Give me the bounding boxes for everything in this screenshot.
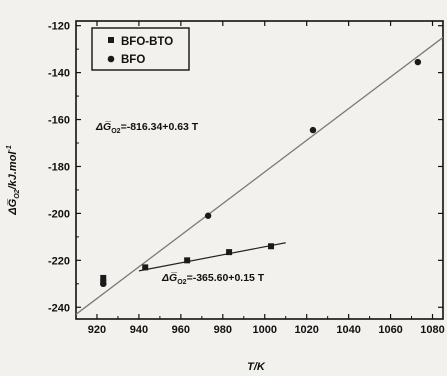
point-bfo-1 xyxy=(204,212,212,219)
plot-frame xyxy=(75,20,444,320)
y-axis-label-symbol: ΔG̅ xyxy=(7,198,19,216)
y-tick-label--200: -200 xyxy=(48,208,70,220)
x-tick-label-920: 920 xyxy=(88,324,106,336)
y-tick-label--180: -180 xyxy=(48,161,70,173)
ticks: 920 940 960 980 1000 1020 1040 1060 1080 -120 -140… xyxy=(48,21,445,336)
point-bfo-bto-4 xyxy=(226,249,233,256)
annotation-bfo-bto-equation: =-365.60+0.15 T xyxy=(187,272,265,284)
fit-lines xyxy=(75,36,444,315)
y-tick-label--220: -220 xyxy=(48,255,70,267)
annotation-bfo-sub: O2 xyxy=(111,128,120,135)
y-axis-label-sub: O2 xyxy=(14,189,21,198)
annotation-bfo-symbol: ΔG̅ xyxy=(95,121,112,133)
point-bfo-bto-2 xyxy=(142,264,149,271)
legend-box xyxy=(91,27,190,71)
x-tick-label-1060: 1060 xyxy=(378,324,402,336)
legend-marker-bfo xyxy=(107,55,115,63)
x-axis-label: T/K xyxy=(247,361,266,371)
x-tick-label-960: 960 xyxy=(172,324,190,336)
x-tick-label-1000: 1000 xyxy=(253,324,277,336)
legend: BFO-BTO BFO xyxy=(91,27,190,71)
y-axis-label-unit: /kJ.mol xyxy=(7,151,19,191)
annotation-bfo-bto-symbol: ΔG̅ xyxy=(161,272,178,284)
point-bfo-bto-3 xyxy=(184,257,191,264)
legend-label-bfo-bto: BFO-BTO xyxy=(121,36,173,48)
fit-line-bfo-bto xyxy=(138,242,286,272)
point-bfo-3 xyxy=(414,58,422,66)
y-axis-label-sup: -1 xyxy=(6,145,13,151)
y-tick-label--160: -160 xyxy=(48,115,70,127)
legend-label-bfo: BFO xyxy=(121,54,145,66)
y-tick-label--120: -120 xyxy=(48,21,70,33)
point-bfo-bto-5 xyxy=(268,243,275,250)
point-bfo-2 xyxy=(309,126,317,134)
annotation-bfo-equation: =-816.34+0.63 T xyxy=(121,121,199,133)
x-tick-label-940: 940 xyxy=(130,324,148,336)
plot-border xyxy=(75,20,444,320)
annotation-bfo-fit: ΔG̅O2=-816.34+0.63 T xyxy=(95,121,199,135)
point-bfo-0 xyxy=(100,280,107,288)
y-axis-label: ΔG̅O2/kJ.mol-1 xyxy=(6,145,21,216)
x-tick-label-980: 980 xyxy=(214,324,232,336)
x-tick-label-1080: 1080 xyxy=(420,324,444,336)
fit-line-bfo xyxy=(75,36,444,315)
legend-marker-bfo-bto xyxy=(108,37,114,43)
y-tick-label--140: -140 xyxy=(48,68,70,80)
y-tick-label--240: -240 xyxy=(48,302,70,314)
x-tick-label-1020: 1020 xyxy=(294,324,318,336)
markers xyxy=(100,58,422,288)
annotation-bfo-bto-fit: ΔG̅O2=-365.60+0.15 T xyxy=(161,272,265,286)
point-bfo-bto-0 xyxy=(100,274,107,281)
x-tick-label-1040: 1040 xyxy=(336,324,360,336)
annotation-bfo-bto-sub: O2 xyxy=(177,279,186,286)
